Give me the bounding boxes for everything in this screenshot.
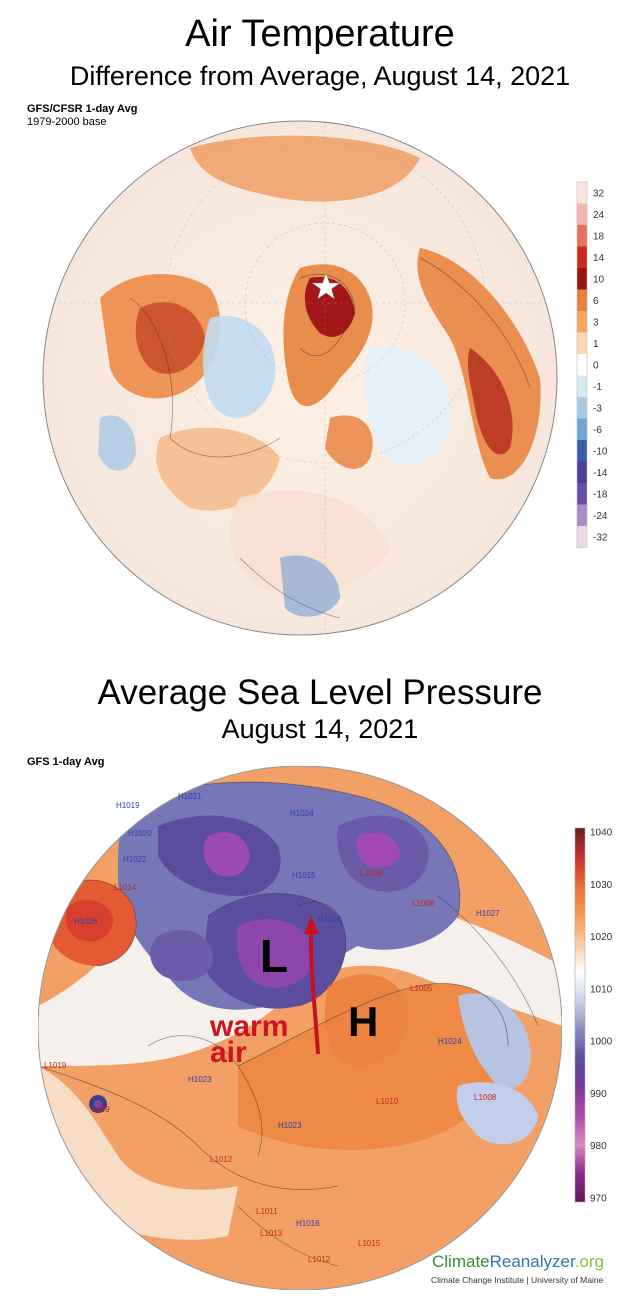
colorbar-swatch xyxy=(577,375,587,397)
brand-part-3: .org xyxy=(574,1252,604,1271)
pressure-label: H1024 xyxy=(290,809,314,818)
colorbar-swatch xyxy=(577,526,587,548)
warm-air-label-line2: air xyxy=(210,1036,247,1069)
pressure-label: H1024 xyxy=(438,1037,462,1046)
source-line-1: GFS/CFSR 1-day Avg xyxy=(27,103,138,115)
colorbar-tick-label: -14 xyxy=(593,468,608,479)
colorbar-swatch xyxy=(577,483,587,505)
pressure-label: H1018 xyxy=(318,915,342,924)
colorbar-swatch xyxy=(577,354,587,376)
pressure-label: L1008 xyxy=(474,1093,497,1102)
map-title-temperature: Air Temperature xyxy=(185,13,455,55)
pressure-label: H1021 xyxy=(178,792,202,801)
brand-part-2: Reanalyzer xyxy=(489,1252,575,1271)
colorbar-swatch xyxy=(577,268,587,290)
colorbar-tick-label: 24 xyxy=(593,210,605,221)
colorbar-tick-label: 1000 xyxy=(590,1037,613,1048)
colorbar-tick-label: 1010 xyxy=(590,984,613,995)
source-label-top: GFS/CFSR 1-day Avg 1979-2000 base xyxy=(27,103,137,129)
pressure-label: L1008 xyxy=(412,899,435,908)
colorbar-tick-label: 18 xyxy=(593,231,605,242)
colorbar-tick-label: 6 xyxy=(593,296,599,307)
pressure-label: L1011 xyxy=(256,1207,278,1216)
colorbar-tick-label: -24 xyxy=(593,511,608,522)
colorbar-swatch xyxy=(577,203,587,225)
pressure-label: H1019 xyxy=(116,801,140,810)
source-line-2: 1979-2000 base xyxy=(27,116,107,128)
pressure-label: L1013 xyxy=(260,1229,283,1238)
colorbar-tick-label: 10 xyxy=(593,274,605,285)
colorbar-tick-label: -18 xyxy=(593,489,608,500)
institution-credit: Climate Change Institute | University of… xyxy=(431,1275,604,1285)
pressure-label: L1010 xyxy=(376,1097,399,1106)
colorbar-swatch xyxy=(577,289,587,311)
colorbar-swatch xyxy=(577,397,587,419)
colorbar-swatch xyxy=(577,461,587,483)
colorbar-swatch xyxy=(577,504,587,526)
colorbar-tick-label: 0 xyxy=(593,360,599,371)
colorbar-swatch xyxy=(577,418,587,440)
colorbar-frame xyxy=(576,181,588,548)
colorbar-tick-label: 14 xyxy=(593,253,605,264)
pressure-label: L1005 xyxy=(410,984,433,993)
pressure-colorbar: 1040 1030 1020 1010 1000 990 980 970 xyxy=(574,827,613,1205)
colorbar-tick-label: 1030 xyxy=(590,880,613,891)
map-title-pressure: Average Sea Level Pressure xyxy=(97,673,543,712)
pressure-label: L1019 xyxy=(44,1061,67,1070)
colorbar-swatch xyxy=(577,332,587,354)
colorbar-gradient xyxy=(574,827,586,1203)
colorbar-swatch xyxy=(577,182,587,204)
temperature-anomaly-globe xyxy=(42,120,558,636)
pressure-label: H1020 xyxy=(128,829,152,838)
big-low-label: L xyxy=(260,930,288,982)
colorbar-tick-label: 1020 xyxy=(590,932,613,943)
pressure-label: H1026 xyxy=(74,917,98,926)
colorbar-tick-label: 980 xyxy=(590,1141,607,1152)
map-subtitle-pressure: August 14, 2021 xyxy=(221,714,419,744)
pressure-label: H1027 xyxy=(476,909,500,918)
colorbar-tick-label: -6 xyxy=(593,425,602,436)
colorbar-tick-label: -32 xyxy=(593,532,608,543)
colorbar-swatch xyxy=(577,246,587,268)
colorbar-tick-label: 32 xyxy=(593,188,605,199)
colorbar-swatch xyxy=(577,440,587,462)
colorbar-tick-label: 1 xyxy=(593,339,599,350)
pressure-label: H1016 xyxy=(296,1219,320,1228)
colorbar-tick-label: 990 xyxy=(590,1089,607,1100)
big-high-label: H xyxy=(348,998,378,1045)
colorbar-swatch xyxy=(577,311,587,333)
pressure-label: L1014 xyxy=(114,883,137,892)
pressure-label: H1015 xyxy=(292,871,316,880)
pressure-label: L1012 xyxy=(210,1155,233,1164)
pressure-label: L1009 xyxy=(360,869,383,878)
warm-air-arrow-icon xyxy=(304,916,320,1055)
source-label-bottom: GFS 1-day Avg xyxy=(27,756,104,769)
pressure-label: H1022 xyxy=(123,855,147,864)
colorbar-tick-label: -1 xyxy=(593,382,602,393)
map-subtitle-temperature: Difference from Average, August 14, 2021 xyxy=(69,61,571,91)
brand-logo: ClimateReanalyzer.org xyxy=(432,1252,604,1272)
pressure-label: H1023 xyxy=(188,1075,212,1084)
colorbar-tick-label: 1040 xyxy=(590,828,613,839)
source-line-1-bottom: GFS 1-day Avg xyxy=(27,756,105,768)
brand-part-1: Climate xyxy=(432,1252,490,1271)
pressure-label: H1023 xyxy=(278,1121,302,1130)
warm-air-label-line1: warm xyxy=(209,1010,288,1043)
colorbar-tick-label: 970 xyxy=(590,1194,607,1205)
star-marker-icon xyxy=(311,272,341,300)
colorbar-tick-label: -10 xyxy=(593,446,608,457)
colorbar-tick-label: -3 xyxy=(593,403,602,414)
colorbar-tick-label: 3 xyxy=(593,317,599,328)
pressure-label: L1012 xyxy=(308,1255,331,1264)
pressure-label: L999 xyxy=(92,1105,110,1114)
pressure-label: L1015 xyxy=(358,1239,381,1248)
colorbar-swatch xyxy=(577,225,587,247)
sea-level-pressure-globe: H1019 H1021 H1024 H1020 H1022 H1026 L101… xyxy=(38,766,562,1290)
